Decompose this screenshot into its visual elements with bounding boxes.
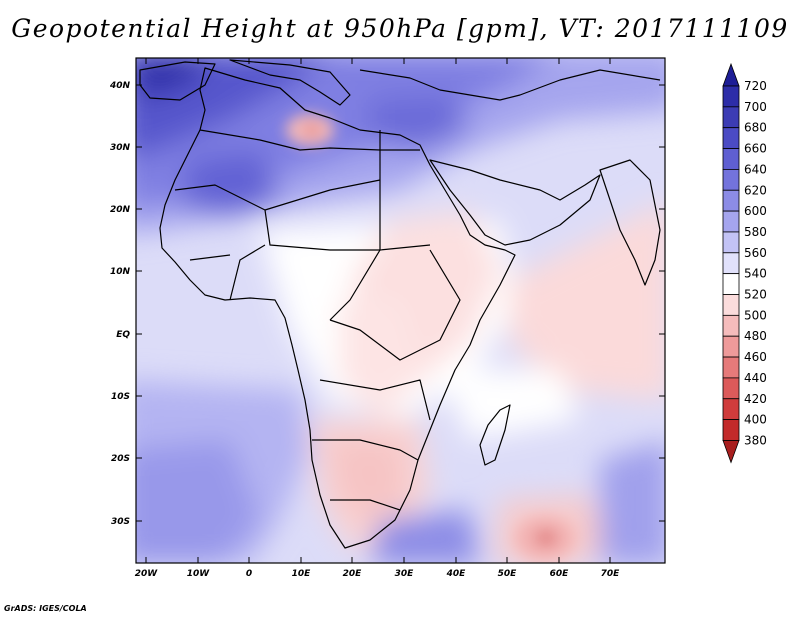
lon-label: 20E: [343, 569, 363, 579]
colorbar-label: 480: [744, 329, 767, 343]
lat-label: 30N: [110, 143, 131, 153]
colorbar-swatch: [722, 314, 740, 337]
colorbar-label: 400: [744, 413, 767, 427]
lon-label: 10W: [187, 569, 211, 579]
colorbar-swatch: [722, 440, 740, 464]
colorbar-swatch: [722, 127, 740, 149]
colorbar-label: 560: [744, 246, 767, 260]
colorbar-swatch: [722, 210, 740, 233]
colorbar-label: 460: [744, 350, 767, 364]
colorbar-label: 660: [744, 142, 767, 156]
grads-credit: GrADS: IGES/COLA: [4, 604, 87, 613]
colorbar-swatch: [722, 419, 740, 441]
colorbar-label: 380: [744, 433, 767, 447]
lat-label: 20N: [110, 205, 131, 215]
colorbar-swatch: [722, 85, 740, 108]
lat-label: 40N: [109, 81, 131, 91]
lon-label: 30E: [395, 569, 415, 579]
colorbar-label: 500: [744, 308, 767, 322]
lat-label: 10N: [110, 267, 131, 277]
colorbar-label: 540: [744, 267, 767, 281]
lat-label: EQ: [116, 330, 130, 340]
colorbar-swatch: [722, 273, 740, 295]
colorbar-label: 720: [744, 79, 767, 93]
colorbar-label: 640: [744, 162, 767, 176]
map-title: Geopotential Height at 950hPa [gpm], VT:…: [11, 14, 789, 43]
colorbar-label: 620: [744, 183, 767, 197]
colorbar-swatch: [722, 356, 740, 379]
lon-axis: 20W 10W 0 10E 20E 30E 40E 50E 60E 70E: [135, 58, 620, 579]
colorbar-swatch: [722, 189, 740, 212]
lon-label: 70E: [601, 569, 621, 579]
colorbar-swatch: [722, 148, 740, 170]
colorbar-swatch: [722, 106, 740, 129]
colorbar-label: 700: [744, 100, 767, 114]
lon-label: 40E: [446, 569, 467, 579]
colorbar-label: 680: [744, 121, 767, 135]
colorbar-swatch: [722, 252, 740, 275]
colorbar-label: 440: [744, 371, 767, 385]
colorbar-swatch: [722, 294, 740, 316]
lon-label: 10E: [292, 569, 312, 579]
colorbar-label: 600: [744, 204, 767, 218]
colorbar-swatch: [722, 231, 740, 254]
lon-label: 50E: [498, 569, 518, 579]
colorbar-label: 420: [744, 392, 767, 406]
colorbar-swatch: [722, 377, 740, 400]
colorbar: 720 700 680 660 640 620 600 580 560 540 520 500 480 4…: [722, 62, 767, 464]
lon-label: 20W: [135, 569, 159, 579]
colorbar-label: 580: [744, 225, 767, 239]
colorbar-label: 520: [744, 288, 767, 302]
lat-label: 20S: [111, 454, 130, 464]
lat-axis: 40N 30N 20N 10N EQ 10S 20S 30S: [109, 81, 665, 527]
height-field: [136, 58, 665, 563]
coastlines: [139, 59, 661, 549]
colorbar-swatch: [722, 168, 740, 191]
map-frame: [135, 57, 666, 564]
colorbar-swatch: [722, 62, 740, 87]
lon-label: 0: [246, 569, 252, 579]
colorbar-swatch: [722, 398, 740, 421]
lat-label: 30S: [111, 517, 130, 527]
lat-label: 10S: [111, 392, 130, 402]
colorbar-swatch: [722, 335, 740, 358]
lon-label: 60E: [550, 569, 570, 579]
